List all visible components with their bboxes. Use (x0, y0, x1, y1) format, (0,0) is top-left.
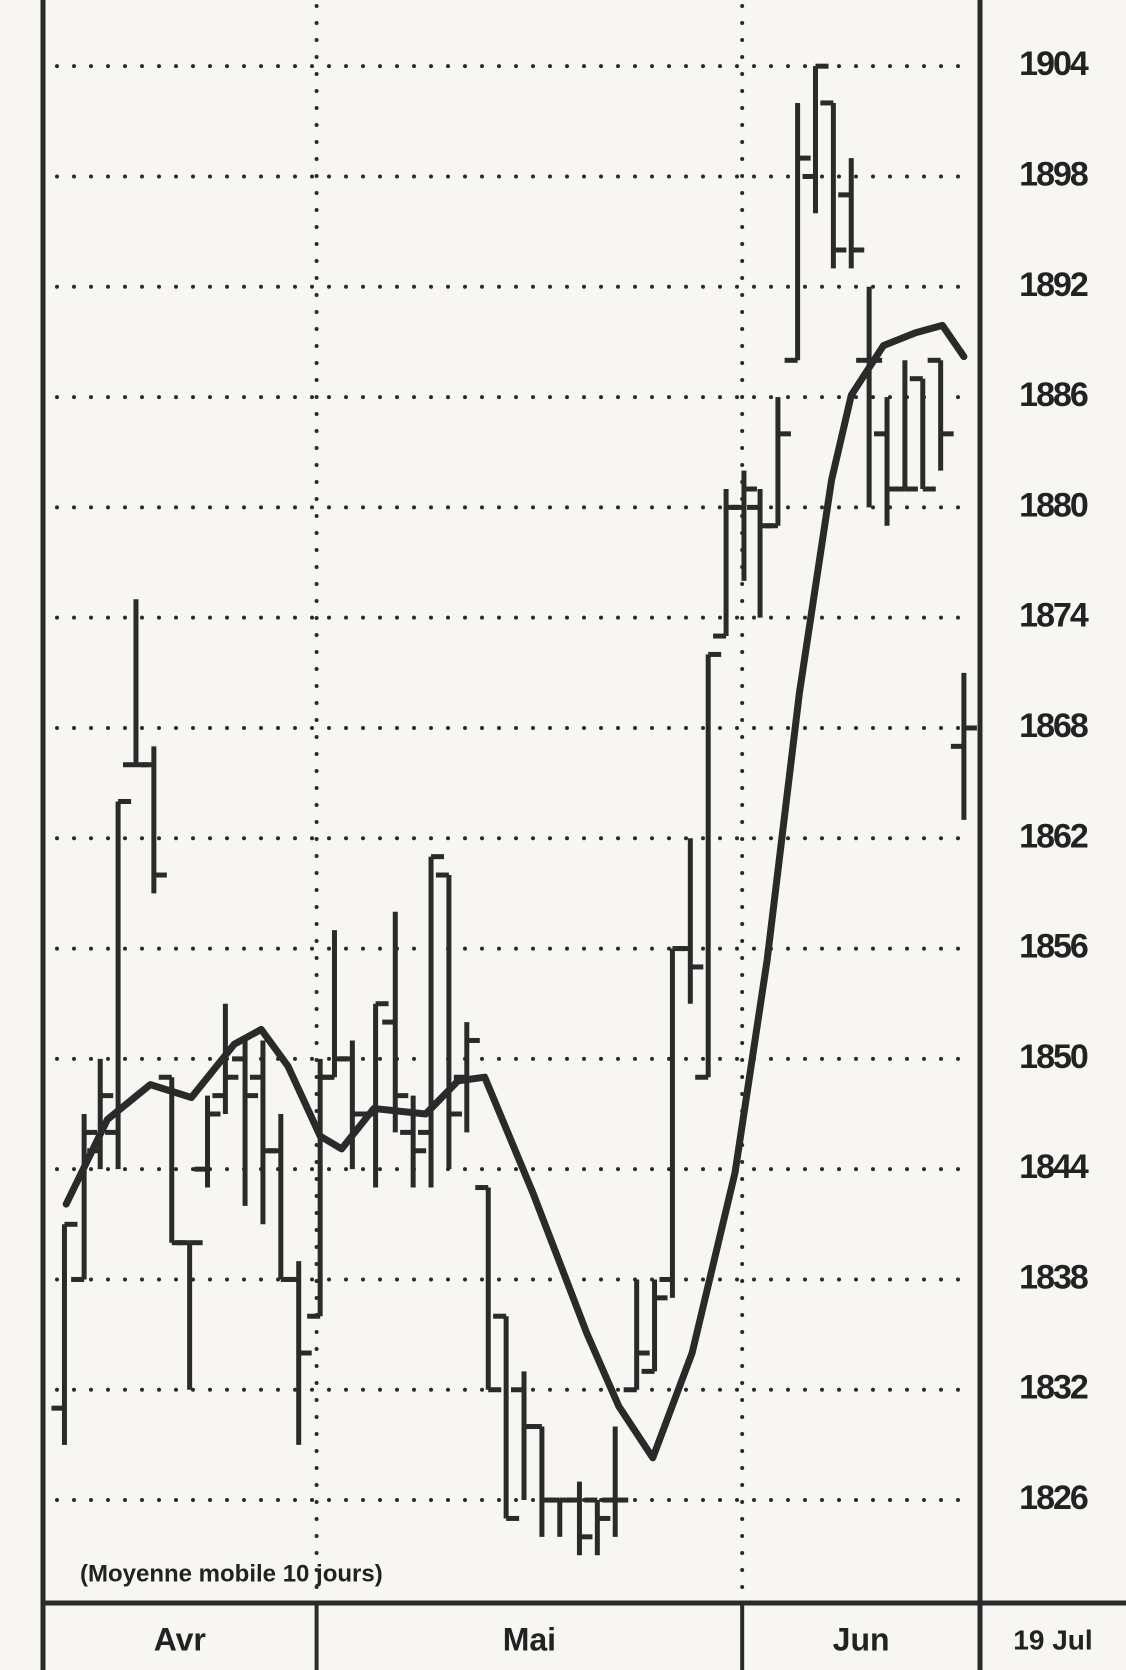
y-tick-label: 1880 (1019, 486, 1088, 524)
y-tick-label: 1844 (1019, 1148, 1089, 1186)
moving-average-line (62, 321, 968, 1462)
y-tick-label: 1886 (1019, 376, 1088, 414)
y-tick-label: 1898 (1019, 155, 1088, 193)
y-tick-label: 1874 (1019, 597, 1089, 635)
y-tick-label: 1838 (1019, 1258, 1088, 1296)
month-label: Avr (154, 1621, 206, 1657)
y-tick-label: 1832 (1019, 1369, 1088, 1407)
y-tick-label: 1850 (1019, 1038, 1088, 1076)
y-tick-label: 1892 (1019, 266, 1088, 304)
y-tick-label: 1862 (1019, 817, 1088, 855)
y-tick-label: 1856 (1019, 928, 1088, 966)
annotation: (Moyenne mobile 10 jours) (80, 1560, 383, 1587)
y-tick-label: 1904 (1019, 45, 1089, 83)
date-label: 19 Jul (1013, 1624, 1092, 1655)
month-label: Mai (503, 1621, 556, 1657)
month-label: Jun (833, 1621, 890, 1657)
y-tick-label: 1868 (1019, 707, 1088, 745)
y-tick-label: 1826 (1019, 1479, 1088, 1517)
